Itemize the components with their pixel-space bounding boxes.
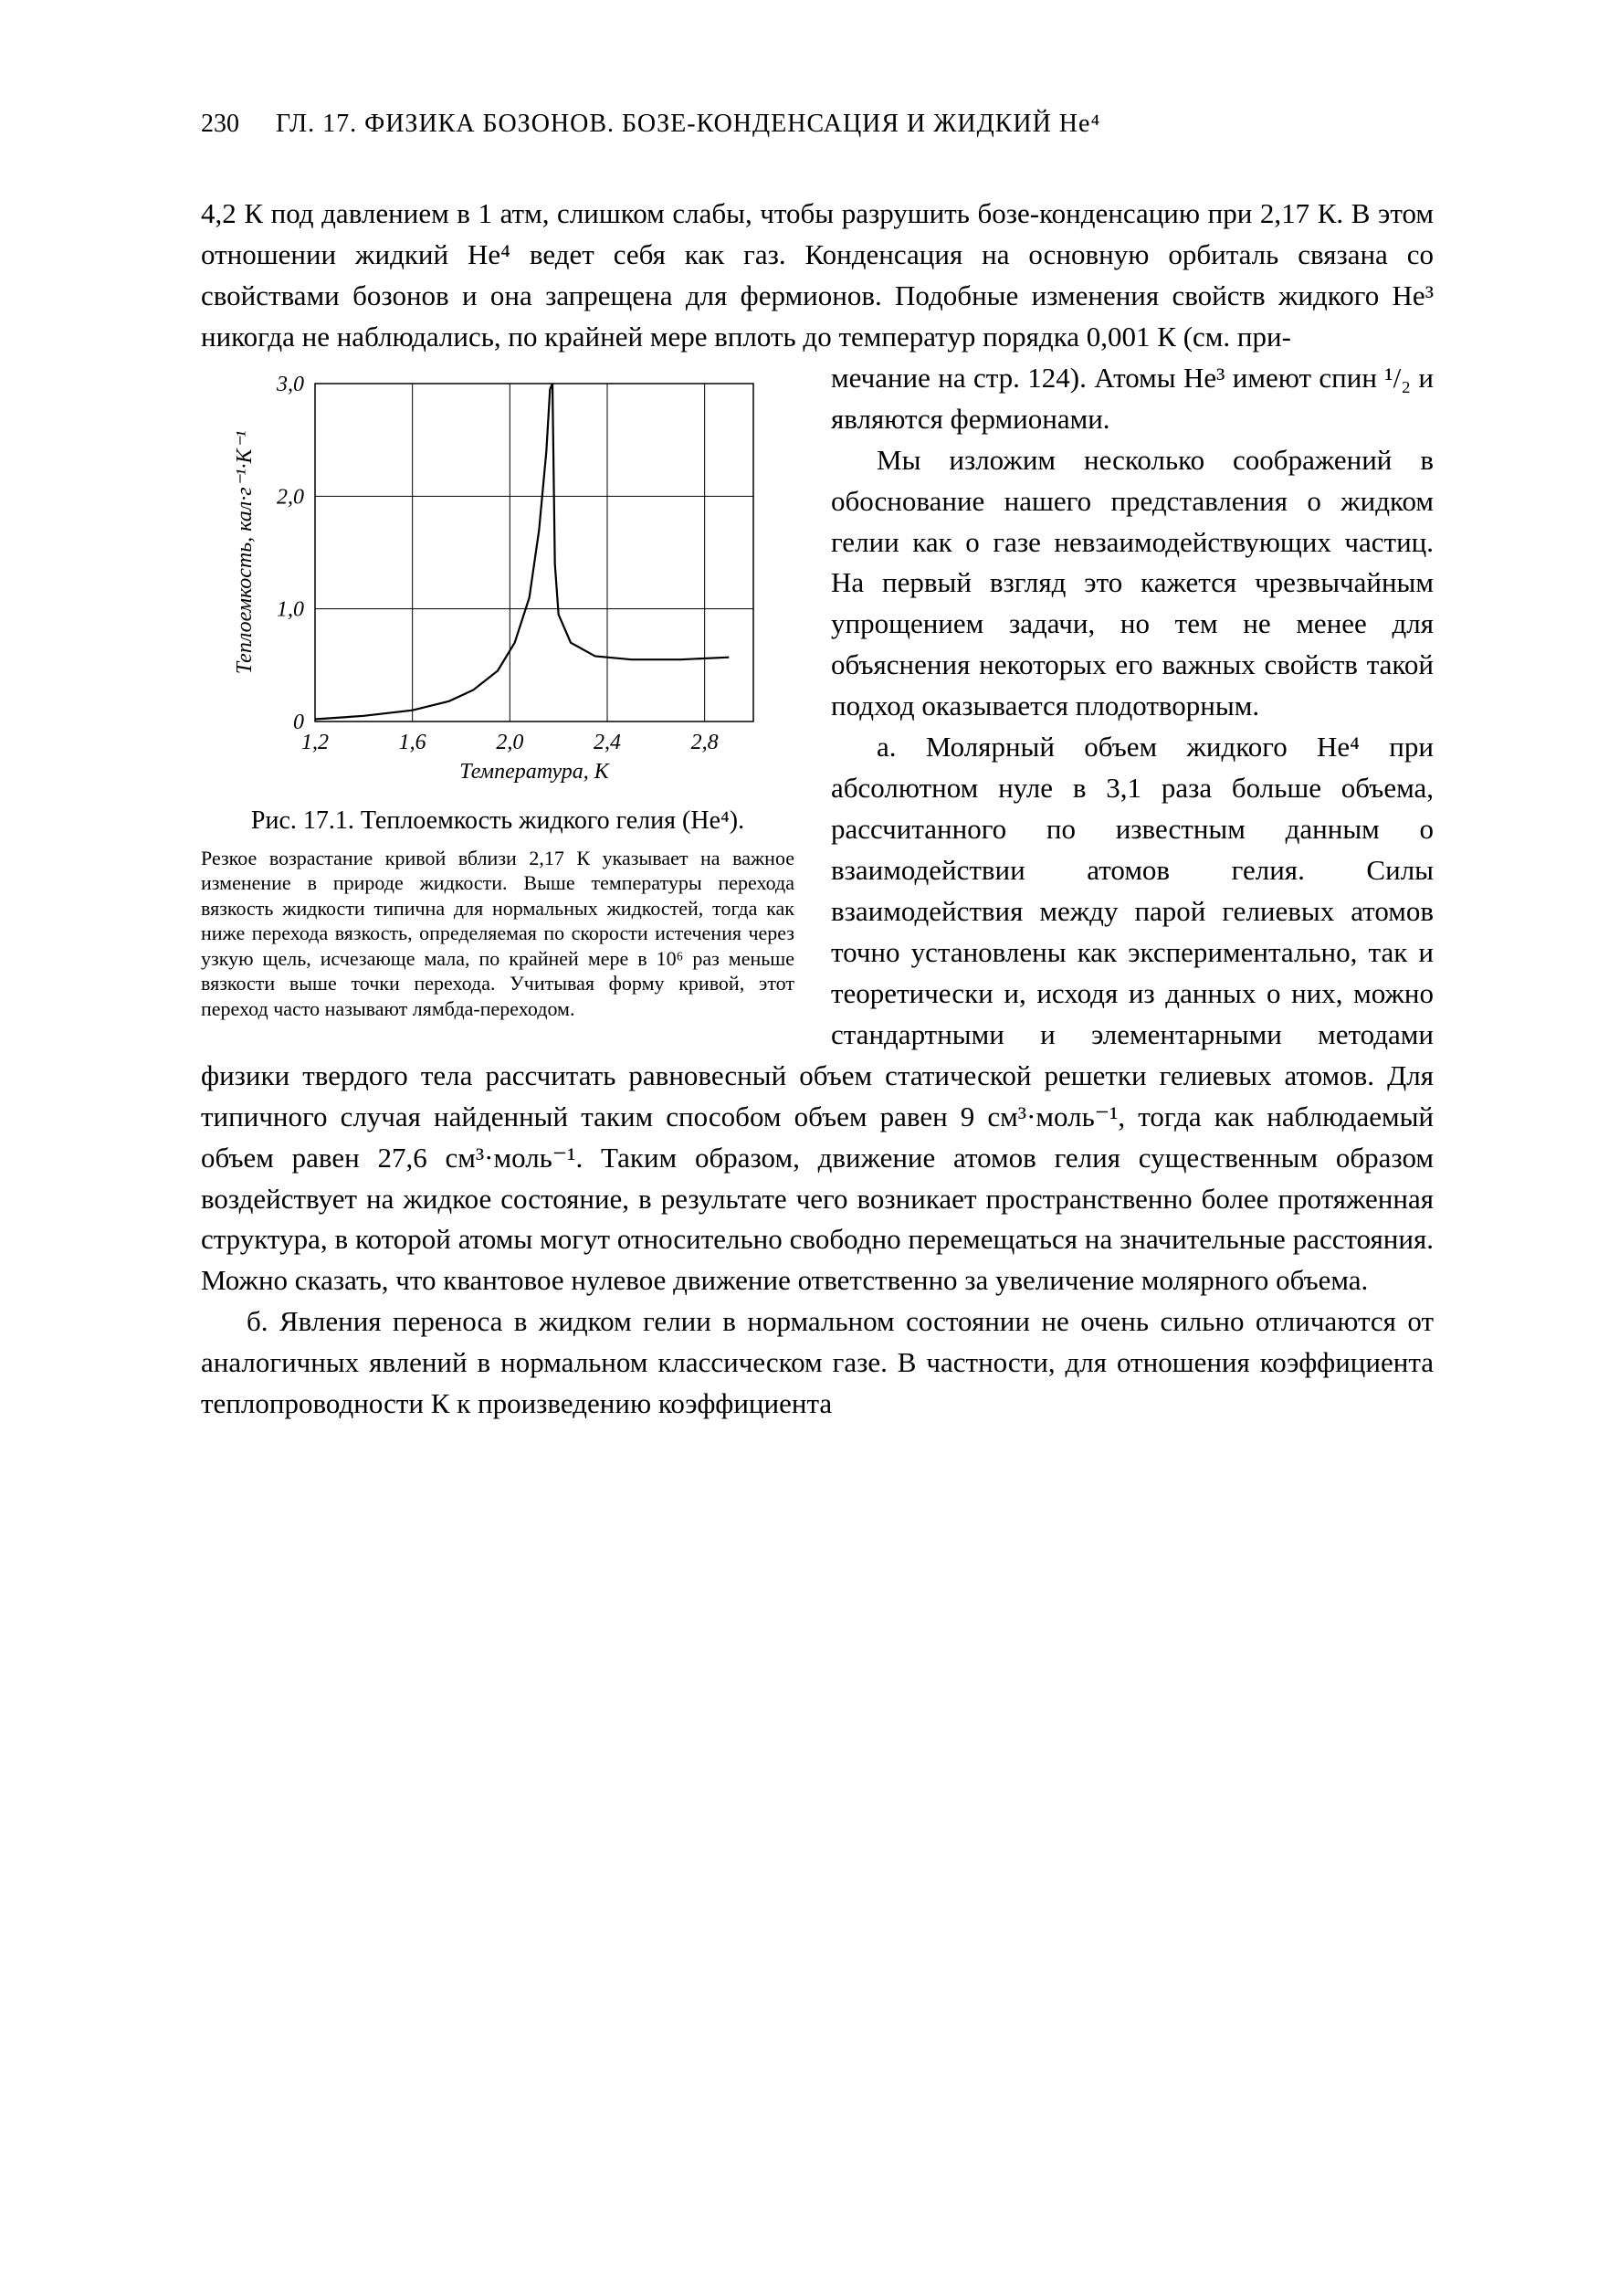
chart-container: 1,2 1,6 2,0 2,4 2,8 0 1,0 2,0 3,0 Температура, К Т… [224, 365, 772, 785]
chapter-title: ГЛ. 17. ФИЗИКА БОЗОНОВ. БОЗЕ-КОНДЕНСАЦИЯ… [276, 110, 1100, 139]
page-number: 230 [201, 110, 239, 139]
svg-text:2,0: 2,0 [277, 485, 304, 509]
figure-caption: Рис. 17.1. Теплоемкость жидкого гелия (H… [201, 804, 794, 838]
paragraph-4: б. Явления переноса в жидком гелии в нор… [201, 1301, 1434, 1425]
svg-text:0: 0 [293, 711, 304, 734]
svg-text:1,6: 1,6 [399, 731, 426, 754]
svg-text:Теплоемкость, кал·г⁻¹·К⁻¹: Теплоемкость, кал·г⁻¹·К⁻¹ [233, 430, 257, 674]
svg-text:1,0: 1,0 [277, 597, 304, 621]
paragraph-1a: 4,2 К под давлением в 1 атм, слишком сла… [201, 194, 1434, 358]
svg-text:2,0: 2,0 [496, 731, 523, 754]
body-text: 4,2 К под давлением в 1 атм, слишком сла… [201, 194, 1434, 1425]
svg-text:3,0: 3,0 [276, 373, 304, 396]
figure-subtext: Резкое возрастание кривой вблизи 2,17 К … [201, 846, 794, 1022]
svg-text:2,4: 2,4 [594, 731, 621, 754]
svg-text:1,2: 1,2 [301, 731, 329, 754]
svg-text:Температура, К: Температура, К [459, 760, 611, 784]
figure-block: 1,2 1,6 2,0 2,4 2,8 0 1,0 2,0 3,0 Температура, К Т… [201, 365, 794, 1021]
svg-text:2,8: 2,8 [691, 731, 719, 754]
heat-capacity-chart: 1,2 1,6 2,0 2,4 2,8 0 1,0 2,0 3,0 Температура, К Т… [224, 365, 772, 785]
page-header: 230 ГЛ. 17. ФИЗИКА БОЗОНОВ. БОЗЕ-КОНДЕНС… [201, 110, 1434, 139]
